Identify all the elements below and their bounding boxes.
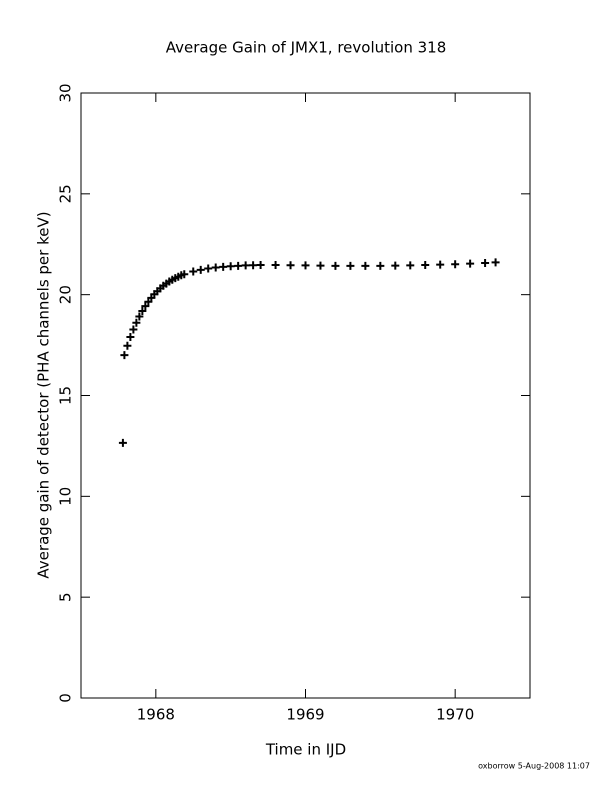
data-point (118, 438, 127, 447)
plot-frame (80, 92, 531, 699)
data-point (132, 318, 141, 327)
data-point (249, 261, 258, 270)
data-point (256, 261, 265, 270)
y-tick-label: 20 (57, 285, 75, 304)
data-point (481, 259, 490, 268)
y-tick-label: 5 (57, 592, 75, 602)
data-point (286, 261, 295, 270)
data-point (234, 261, 243, 270)
data-point (301, 261, 310, 270)
data-point (226, 262, 235, 271)
data-point (331, 261, 340, 270)
data-point (376, 261, 385, 270)
data-point (211, 263, 220, 272)
data-point (466, 259, 475, 268)
data-point (451, 260, 460, 269)
y-axis-label: Average gain of detector (PHA channels p… (35, 211, 53, 578)
data-point (219, 262, 228, 271)
x-axis-label: Time in IJD (265, 741, 346, 759)
data-point (316, 261, 325, 270)
data-point (241, 261, 250, 270)
data-point (180, 270, 189, 279)
data-point (129, 325, 138, 334)
data-point (189, 267, 198, 276)
data-point (406, 261, 415, 270)
data-point (135, 312, 144, 321)
y-tick-label: 0 (57, 693, 75, 703)
footer: oxborrow 5-Aug-2008 11:07 (478, 762, 590, 771)
y-tick-label: 15 (57, 386, 75, 405)
data-point (491, 258, 500, 267)
data-point (361, 261, 370, 270)
x-tick-label: 1969 (286, 706, 324, 724)
data-point (391, 261, 400, 270)
data-point (138, 307, 147, 316)
data-point (436, 260, 445, 269)
data-point (141, 302, 150, 311)
data-point (204, 264, 213, 273)
data-point (126, 333, 135, 342)
y-tick-label: 10 (57, 487, 75, 506)
chart-title: Average Gain of JMX1, revolution 318 (166, 39, 447, 57)
data-point (271, 261, 280, 270)
data-point (123, 341, 132, 350)
data-point (196, 265, 205, 274)
y-tick-label: 30 (57, 83, 75, 102)
x-tick-label: 1968 (137, 706, 175, 724)
y-tick-label: 25 (57, 184, 75, 203)
data-point (120, 351, 129, 360)
x-tick-label: 1970 (436, 706, 474, 724)
data-point (421, 261, 430, 270)
data-point (346, 261, 355, 270)
